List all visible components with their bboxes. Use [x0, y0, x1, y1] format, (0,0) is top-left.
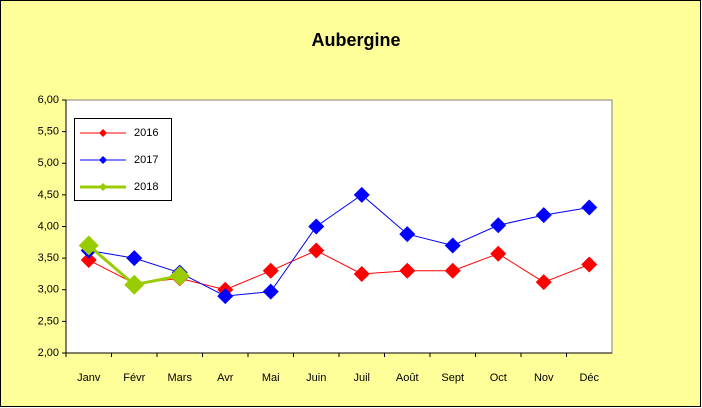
data-point: [308, 242, 325, 259]
data-point: [581, 199, 598, 216]
data-point: [444, 237, 461, 254]
legend-marker: [99, 129, 107, 137]
y-tick-label: 2,50: [38, 315, 59, 327]
y-tick-label: 3,00: [38, 284, 59, 296]
x-tick-label: Août: [396, 372, 419, 384]
legend-label: 2017: [134, 154, 158, 166]
y-tick-label: 5,50: [38, 126, 59, 138]
x-tick-label: Avr: [217, 372, 234, 384]
x-tick-label: Nov: [534, 372, 554, 384]
data-point: [535, 207, 552, 224]
data-point: [444, 262, 461, 279]
x-tick-label: Mars: [168, 372, 193, 384]
y-tick-label: 4,50: [38, 189, 59, 201]
x-tick-label: Janv: [77, 372, 101, 384]
data-point: [217, 288, 234, 305]
data-point: [581, 256, 598, 273]
data-point: [124, 274, 145, 295]
series-line: [88, 249, 590, 291]
data-point: [535, 274, 552, 291]
data-point: [308, 218, 325, 235]
x-tick-label: Juin: [306, 372, 326, 384]
x-tick-label: Mai: [262, 372, 280, 384]
data-point: [490, 245, 507, 262]
x-tick-label: Oct: [490, 372, 507, 384]
y-tick-label: 3,50: [38, 252, 59, 264]
legend-marker: [99, 183, 107, 191]
legend-label: 2018: [134, 181, 158, 193]
data-point: [78, 235, 99, 256]
data-point: [126, 250, 143, 267]
data-point: [262, 283, 279, 300]
y-tick-label: 5,00: [38, 157, 59, 169]
data-point: [169, 265, 190, 286]
x-tick-label: Sept: [441, 372, 464, 384]
chart-title: Aubergine: [311, 30, 400, 50]
data-point: [80, 252, 97, 269]
x-tick-label: Févr: [123, 372, 145, 384]
x-tick-label: Déc: [579, 372, 599, 384]
legend-label: 2016: [134, 127, 158, 139]
y-tick-label: 4,00: [38, 220, 59, 232]
data-point: [353, 265, 370, 282]
data-point: [490, 217, 507, 234]
y-tick-label: 2,00: [38, 347, 59, 359]
series-line: [88, 194, 590, 297]
legend-marker: [99, 156, 107, 164]
data-point: [399, 226, 416, 243]
data-point: [262, 262, 279, 279]
x-tick-label: Juil: [353, 372, 370, 384]
y-tick-label: 6,00: [38, 94, 59, 106]
data-point: [353, 186, 370, 203]
data-point: [399, 262, 416, 279]
